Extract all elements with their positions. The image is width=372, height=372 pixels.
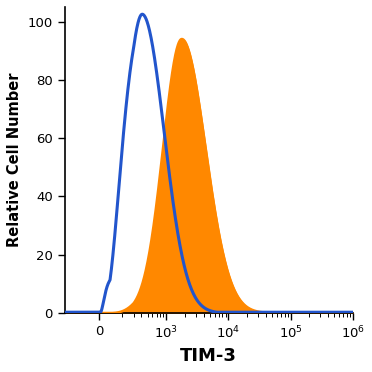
Y-axis label: Relative Cell Number: Relative Cell Number [7, 73, 22, 247]
X-axis label: TIM-3: TIM-3 [180, 347, 237, 365]
